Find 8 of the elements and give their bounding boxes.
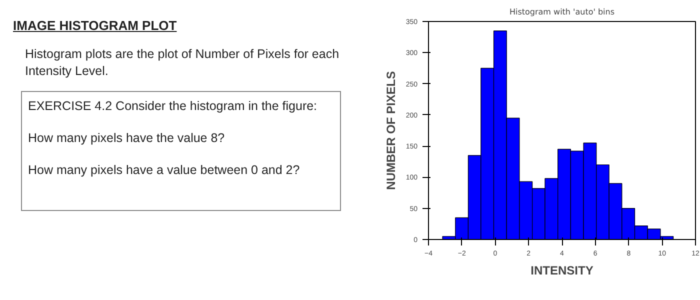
- x-axis-title: INTENSITY: [530, 264, 594, 278]
- text: EXERCISE 4.2 Consider the histogram in the figure:: [28, 98, 318, 116]
- chart-title: Histogram with 'auto' bins: [509, 8, 615, 16]
- text: How many pixels have a value between 0 and 2?: [28, 162, 301, 179]
- y-axis-title: NUMBER OF PIXELS: [384, 71, 398, 190]
- text: Histogram plots are the plot of Number of Pixels for each Intensity Level.: [25, 46, 340, 80]
- text: How many pixels have the value 8?: [28, 130, 226, 148]
- text: IMAGE HISTOGRAM PLOT: [13, 17, 178, 35]
